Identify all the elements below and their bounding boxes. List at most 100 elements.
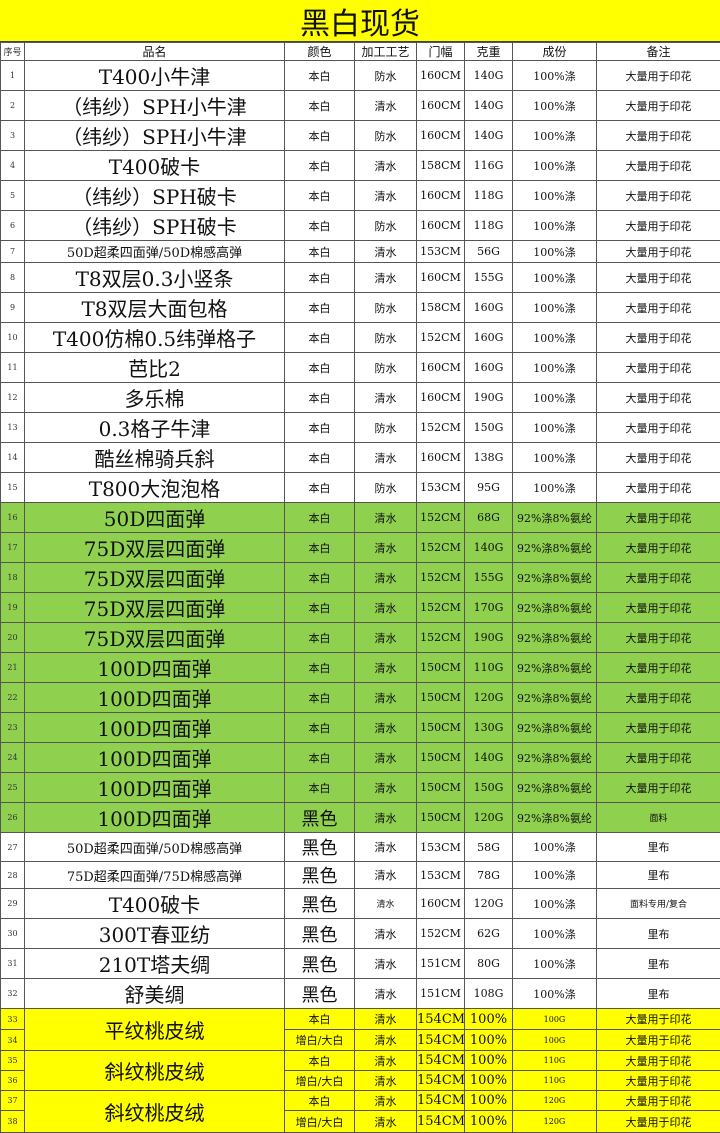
cell-weight: 95G (465, 473, 513, 503)
cell-composition: 100%涤 (513, 383, 597, 413)
cell-no: 25 (1, 773, 25, 803)
cell-weight: 118G (465, 181, 513, 211)
cell-name: （纬纱）SPH破卡 (25, 181, 285, 211)
cell-note: 大量用于印花 (597, 683, 720, 713)
cell-process: 防水 (355, 353, 417, 383)
cell-width: 153CM (417, 473, 465, 503)
cell-note: 面料 (597, 803, 720, 833)
cell-no: 26 (1, 803, 25, 833)
cell-no: 5 (1, 181, 25, 211)
cell-weight: 100% (465, 1051, 513, 1071)
cell-width: 160CM (417, 889, 465, 919)
cell-note: 大量用于印花 (597, 383, 720, 413)
cell-weight: 100% (465, 1111, 513, 1133)
cell-name: 100D四面弹 (25, 743, 285, 773)
cell-no: 24 (1, 743, 25, 773)
cell-note: 大量用于印花 (597, 713, 720, 743)
cell-no: 37 (1, 1091, 25, 1111)
cell-process: 清水 (355, 919, 417, 949)
cell-composition: 100%涤 (513, 211, 597, 241)
cell-weight: 120G (465, 889, 513, 919)
cell-name: 75D双层四面弹 (25, 593, 285, 623)
cell-process: 防水 (355, 323, 417, 353)
cell-process: 防水 (355, 121, 417, 151)
header-cell: 备注 (597, 43, 720, 61)
cell-composition: 100G (513, 1030, 597, 1051)
cell-weight: 160G (465, 323, 513, 353)
cell-composition: 100%涤 (513, 263, 597, 293)
cell-composition: 92%涤8%氨纶 (513, 803, 597, 833)
cell-note: 里布 (597, 979, 720, 1009)
cell-weight: 100% (465, 1091, 513, 1111)
cell-no: 20 (1, 623, 25, 653)
cell-width: 151CM (417, 979, 465, 1009)
cell-name: 100D四面弹 (25, 803, 285, 833)
cell-width: 150CM (417, 713, 465, 743)
cell-composition: 92%涤8%氨纶 (513, 743, 597, 773)
cell-process: 清水 (355, 91, 417, 121)
cell-color: 本白 (285, 1009, 355, 1030)
cell-weight: 150G (465, 413, 513, 443)
cell-name: 0.3格子牛津 (25, 413, 285, 443)
cell-process: 清水 (355, 383, 417, 413)
cell-weight: 140G (465, 743, 513, 773)
header-cell: 加工工艺 (355, 43, 417, 61)
cell-composition: 100%涤 (513, 889, 597, 919)
cell-no: 10 (1, 323, 25, 353)
header-cell: 门幅 (417, 43, 465, 61)
sheet-title: 黑白现货 (0, 0, 720, 42)
cell-color: 增白/大白 (285, 1111, 355, 1133)
cell-note: 大量用于印花 (597, 503, 720, 533)
cell-process: 清水 (355, 803, 417, 833)
cell-weight: 80G (465, 949, 513, 979)
header-cell: 成份 (513, 43, 597, 61)
cell-no: 19 (1, 593, 25, 623)
cell-color: 增白/大白 (285, 1071, 355, 1091)
cell-composition: 92%涤8%氨纶 (513, 503, 597, 533)
cell-note: 大量用于印花 (597, 1091, 720, 1111)
cell-composition: 100%涤 (513, 833, 597, 862)
cell-color: 本白 (285, 713, 355, 743)
cell-no: 14 (1, 443, 25, 473)
cell-no: 22 (1, 683, 25, 713)
cell-weight: 116G (465, 151, 513, 181)
cell-width: 153CM (417, 862, 465, 889)
cell-process: 清水 (355, 503, 417, 533)
cell-composition: 92%涤8%氨纶 (513, 533, 597, 563)
cell-name: （纬纱）SPH小牛津 (25, 121, 285, 151)
cell-name: 平纹桃皮绒 (25, 1009, 285, 1051)
cell-color: 增白/大白 (285, 1030, 355, 1051)
cell-weight: 140G (465, 61, 513, 91)
cell-weight: 155G (465, 563, 513, 593)
cell-note: 大量用于印花 (597, 743, 720, 773)
cell-name: （纬纱）SPH小牛津 (25, 91, 285, 121)
cell-name: T8双层大面包格 (25, 293, 285, 323)
cell-name: 多乐棉 (25, 383, 285, 413)
cell-color: 本白 (285, 1091, 355, 1111)
cell-weight: 140G (465, 121, 513, 151)
cell-weight: 190G (465, 623, 513, 653)
cell-composition: 120G (513, 1091, 597, 1111)
cell-note: 大量用于印花 (597, 1071, 720, 1091)
cell-no: 34 (1, 1030, 25, 1051)
cell-process: 防水 (355, 211, 417, 241)
cell-width: 158CM (417, 151, 465, 181)
cell-color: 本白 (285, 121, 355, 151)
cell-width: 160CM (417, 383, 465, 413)
cell-composition: 92%涤8%氨纶 (513, 593, 597, 623)
cell-width: 152CM (417, 323, 465, 353)
cell-width: 154CM (417, 1071, 465, 1091)
cell-composition: 100%涤 (513, 61, 597, 91)
cell-width: 160CM (417, 91, 465, 121)
cell-process: 防水 (355, 413, 417, 443)
cell-process: 清水 (355, 563, 417, 593)
cell-process: 清水 (355, 263, 417, 293)
